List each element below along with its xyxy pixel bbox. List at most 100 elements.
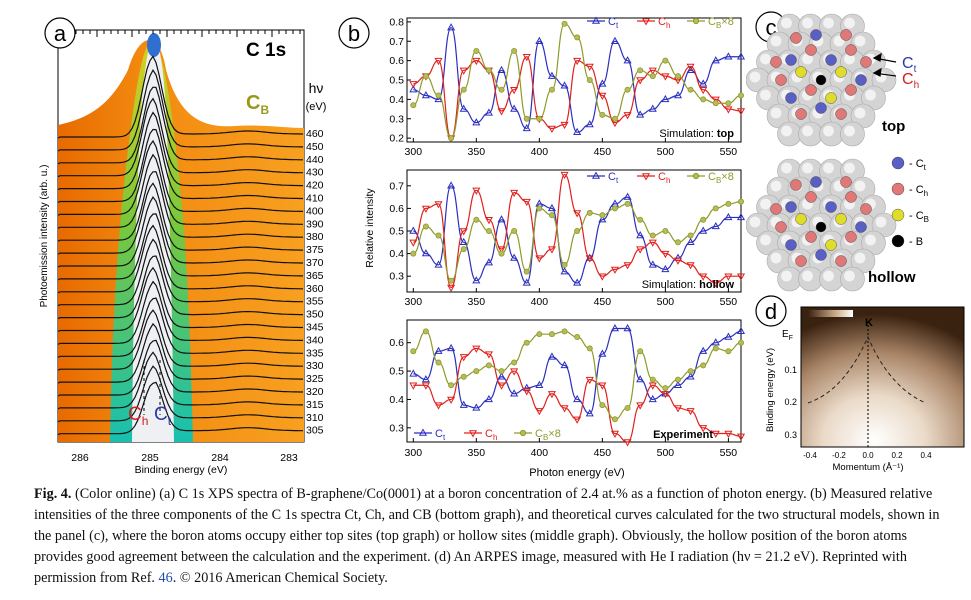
ct-atom <box>855 74 867 86</box>
chart-simulation-top: 0.2 0.3 0.4 0.5 0.6 0.7 0.8 <box>389 16 746 145</box>
data-point-ct <box>724 212 733 221</box>
data-point-ch <box>472 187 481 195</box>
cobalt-atom-highlight <box>823 162 834 174</box>
data-point-ch <box>673 405 683 413</box>
data-point-ch <box>711 96 720 104</box>
cobalt-atom-highlight <box>844 270 855 282</box>
panel-d-xtick: 0.0 <box>862 451 874 460</box>
ch-atom <box>845 191 857 203</box>
data-point-ct <box>686 237 695 245</box>
data-point-cb <box>536 205 543 212</box>
data-point-ct <box>661 94 670 103</box>
legend-label-sub: B <box>716 176 721 185</box>
data-point-ct <box>711 338 720 346</box>
panel-c-atom-legend: - Ct- Ch- CB- B <box>891 156 929 248</box>
experiment-label: Experiment <box>653 429 713 441</box>
data-point-ct <box>573 278 582 286</box>
data-point-ct <box>459 237 468 245</box>
legend-marker-cb <box>692 172 700 180</box>
energy-label: 380 <box>306 231 324 243</box>
data-point-ct <box>484 394 493 403</box>
panel-a-xtick: 286 <box>71 452 89 464</box>
legend-atom-swatch <box>891 182 905 196</box>
data-point-cb <box>523 268 530 275</box>
data-point-ct <box>711 221 720 230</box>
caption-reference-link[interactable]: 46 <box>158 570 173 586</box>
x-tick-label: 350 <box>468 296 486 308</box>
spectrum-line <box>57 182 303 255</box>
data-point-ct <box>598 79 607 87</box>
legend-label-main: C <box>435 428 443 440</box>
model-hollow-site <box>746 158 897 292</box>
cobalt-atom-highlight <box>781 125 792 137</box>
data-point-ch <box>724 430 733 439</box>
ct-site-label: Ct <box>902 55 917 75</box>
legend-atom-sub: t <box>924 163 927 172</box>
cobalt-atom-highlight <box>802 125 813 137</box>
energy-label: 440 <box>306 154 324 166</box>
legend-atom-sub: B <box>924 215 929 224</box>
data-point-cb <box>700 362 707 369</box>
panel-b-xlabel: Photon energy (eV) <box>529 467 624 479</box>
legend-marker-ch <box>641 18 651 26</box>
cobalt-atom-highlight <box>854 107 866 119</box>
data-point-cb <box>548 86 555 93</box>
data-point-cb <box>712 100 719 107</box>
cobalt-atom-highlight <box>854 252 866 264</box>
spectrum-line <box>57 213 303 281</box>
data-point-ct <box>434 260 443 268</box>
x-tick-label: 550 <box>720 146 738 158</box>
ch-atom <box>805 231 817 243</box>
x-tick-label: 450 <box>594 146 612 158</box>
data-point-ct <box>421 90 430 99</box>
caption-lead: Fig. 4. <box>34 486 72 502</box>
data-point-ct <box>636 110 645 118</box>
data-point-ch <box>636 246 645 254</box>
panel-d-xtick: 0.4 <box>920 451 932 460</box>
data-point-cb <box>737 92 744 99</box>
data-point-ch <box>510 189 519 198</box>
x-tick-label: 400 <box>531 296 549 308</box>
data-point-ch <box>434 402 443 410</box>
data-point-ch <box>434 201 443 209</box>
hv-unit: (eV) <box>306 101 327 113</box>
data-point-ct <box>661 264 670 273</box>
series-line <box>413 185 741 284</box>
data-point-cb <box>586 77 593 84</box>
data-point-cb <box>511 47 518 54</box>
legend-label-main: C <box>608 171 616 183</box>
data-point-ct <box>648 104 657 112</box>
panel-a-title: C 1s <box>246 40 286 61</box>
legend-label-main: C <box>658 171 666 183</box>
legend-label-main: C <box>658 16 666 28</box>
panel-d-ytick: 0.3 <box>784 430 797 440</box>
data-point-ct <box>522 278 531 286</box>
y-tick-label: 0.7 <box>389 180 404 192</box>
arpes-dispersion-curve <box>807 335 927 404</box>
legend-atom-main: - B <box>909 236 923 248</box>
x-tick-label: 400 <box>531 146 549 158</box>
data-point-ct <box>623 56 632 64</box>
series-line <box>413 27 741 133</box>
panel-b-ylabel: Relative intensity <box>364 188 376 268</box>
ch-atom <box>845 231 857 243</box>
chart-frame <box>406 319 742 443</box>
data-point-ct <box>472 403 481 411</box>
data-point-cb <box>687 86 694 93</box>
data-point-ct <box>484 108 493 116</box>
panel-a-xlabel: Binding energy (eV) <box>135 464 228 475</box>
legend-label-main: C <box>485 428 493 440</box>
panel-a-xps-spectra: a C 1s hν (eV) CB Ch Ct 4604504404304204… <box>39 17 327 475</box>
data-point-ch <box>547 246 556 254</box>
y-tick-label: 0.3 <box>389 271 404 283</box>
data-point-cb <box>410 102 417 109</box>
spectrum-line <box>57 171 303 242</box>
data-point-ct <box>409 369 418 377</box>
data-point-cb <box>725 200 732 207</box>
legend-label-mult: ×8 <box>548 428 561 440</box>
x-tick-label: 300 <box>405 146 423 158</box>
data-point-cb <box>448 277 455 284</box>
panel-d-letter-circle <box>755 295 787 327</box>
legend-label: Ch <box>485 428 497 442</box>
legend-marker-ch <box>468 430 478 438</box>
